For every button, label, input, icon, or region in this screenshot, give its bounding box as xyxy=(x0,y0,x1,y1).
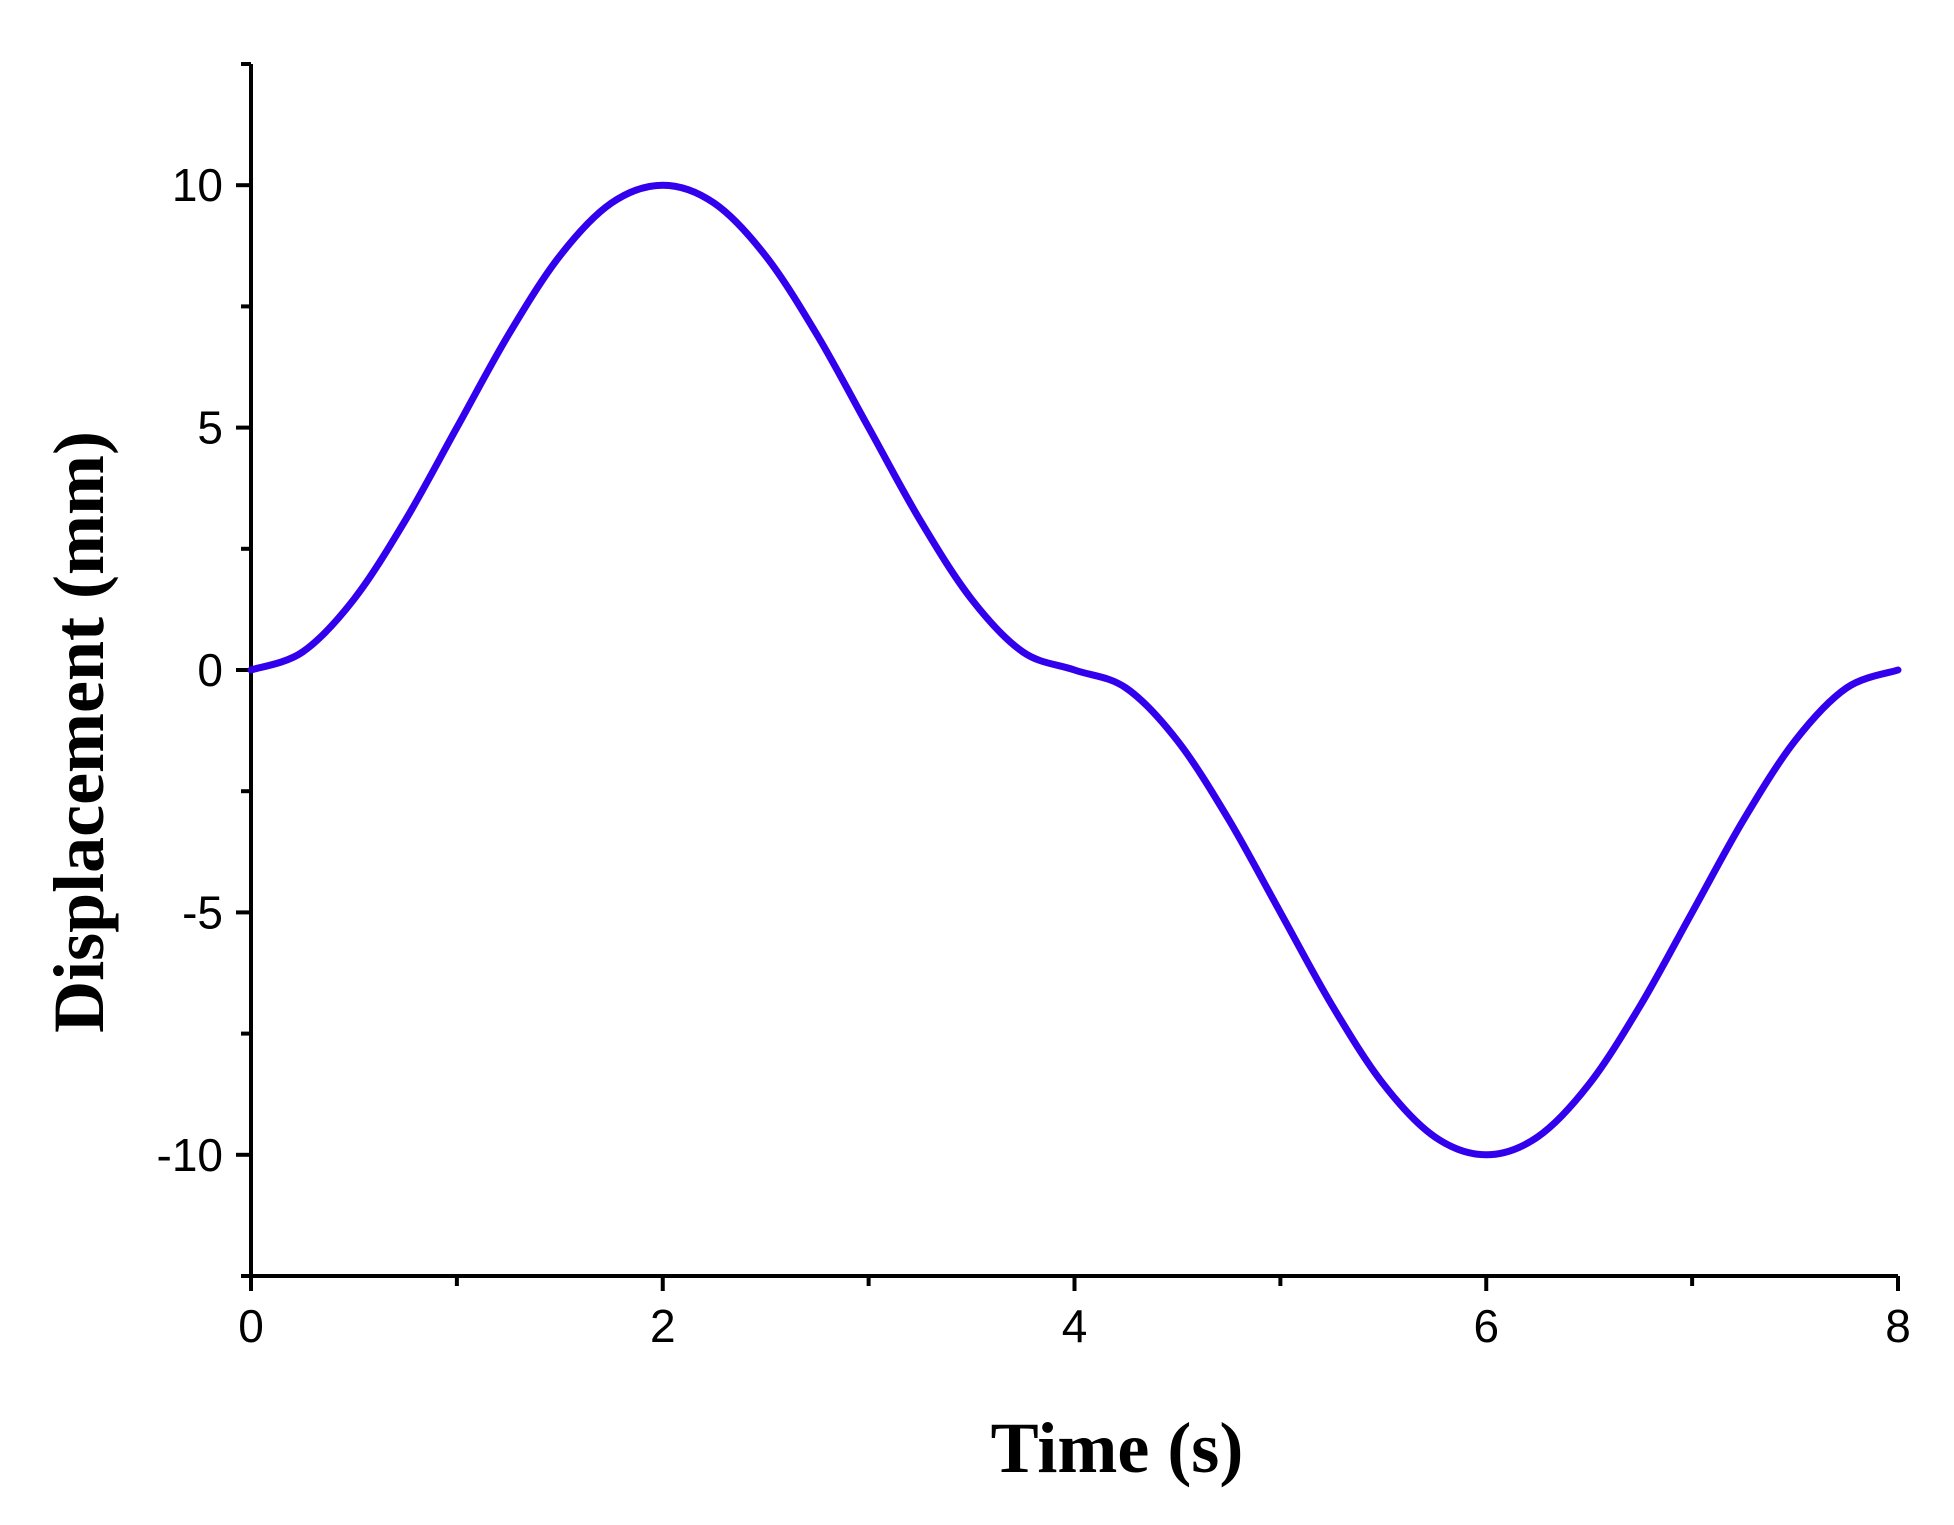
y-tick-label: -10 xyxy=(157,1129,223,1181)
x-tick-label: 4 xyxy=(1062,1300,1088,1352)
x-tick-label: 6 xyxy=(1473,1300,1499,1352)
series-layer xyxy=(247,181,1902,1159)
y-tick-label: 0 xyxy=(197,644,223,696)
x-tick-label: 0 xyxy=(238,1300,264,1352)
y-tick-label: 5 xyxy=(197,402,223,454)
ticks xyxy=(236,62,1900,1291)
x-tick-label: 8 xyxy=(1885,1300,1911,1352)
x-tick-label: 2 xyxy=(650,1300,676,1352)
y-tick-label: -5 xyxy=(182,886,223,938)
x-axis-title: Time (s) xyxy=(991,1408,1244,1488)
series-line xyxy=(247,181,1902,1159)
y-tick-label: 10 xyxy=(172,159,223,211)
y-axis-title: Displacement (mm) xyxy=(39,431,119,1033)
tick-labels: 0 2 4 6 8 10 5 0 -5 -10 xyxy=(157,159,1911,1352)
